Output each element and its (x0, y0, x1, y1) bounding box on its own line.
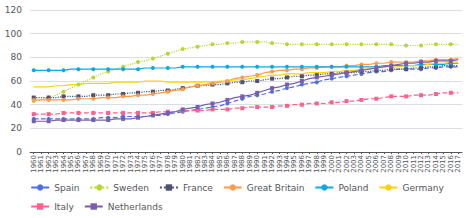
svg-text:2000: 2000 (327, 155, 336, 173)
svg-text:2003: 2003 (350, 155, 358, 173)
svg-text:1962: 1962 (44, 155, 53, 173)
svg-text:1996: 1996 (297, 155, 306, 173)
svg-text:2004: 2004 (357, 155, 366, 173)
svg-text:1999: 1999 (320, 155, 329, 173)
svg-text:Sweden: Sweden (113, 183, 149, 193)
svg-text:Poland: Poland (338, 183, 368, 193)
svg-text:1966: 1966 (74, 155, 83, 173)
svg-text:1968: 1968 (89, 155, 98, 173)
svg-text:1983: 1983 (201, 155, 209, 173)
svg-text:2012: 2012 (417, 155, 425, 173)
svg-text:2007: 2007 (379, 155, 388, 173)
svg-text:2014: 2014 (431, 155, 440, 173)
svg-text:2008: 2008 (387, 155, 396, 173)
svg-text:1991: 1991 (260, 155, 269, 173)
svg-text:Germany: Germany (402, 183, 444, 193)
svg-text:1977: 1977 (156, 155, 165, 173)
svg-text:1964: 1964 (59, 155, 68, 173)
svg-text:1961: 1961 (37, 155, 46, 173)
svg-text:1990: 1990 (253, 155, 262, 173)
svg-text:1994: 1994 (283, 155, 291, 173)
svg-text:1989: 1989 (245, 155, 254, 173)
svg-text:1993: 1993 (275, 155, 284, 173)
svg-text:1970: 1970 (104, 155, 113, 173)
svg-text:Spain: Spain (54, 183, 79, 193)
svg-text:2011: 2011 (409, 155, 418, 173)
svg-text:1963: 1963 (52, 155, 61, 173)
svg-text:Great Britain: Great Britain (247, 183, 305, 193)
svg-text:1981: 1981 (186, 155, 195, 173)
svg-text:1987: 1987 (230, 155, 239, 173)
svg-text:1979: 1979 (171, 155, 180, 173)
svg-text:1997: 1997 (305, 155, 314, 173)
svg-text:2009: 2009 (394, 155, 403, 173)
svg-text:40: 40 (11, 100, 23, 110)
svg-text:100: 100 (5, 29, 22, 39)
svg-text:1992: 1992 (268, 155, 277, 173)
svg-text:2006: 2006 (372, 155, 381, 173)
svg-text:1971: 1971 (111, 155, 120, 173)
svg-text:1976: 1976 (148, 155, 157, 173)
svg-text:2016: 2016 (446, 155, 455, 173)
svg-text:0: 0 (16, 147, 22, 157)
svg-text:1988: 1988 (238, 155, 247, 173)
svg-text:1982: 1982 (193, 155, 202, 173)
svg-text:2001: 2001 (335, 155, 344, 173)
svg-text:1973: 1973 (126, 155, 135, 173)
svg-text:2002: 2002 (342, 155, 351, 173)
svg-text:1974: 1974 (134, 155, 142, 173)
svg-text:1995: 1995 (290, 155, 299, 173)
svg-text:2005: 2005 (364, 155, 373, 173)
svg-text:2017: 2017 (454, 155, 462, 173)
svg-text:Italy: Italy (54, 202, 74, 212)
svg-text:120: 120 (5, 5, 22, 15)
svg-text:1972: 1972 (119, 155, 128, 173)
svg-text:France: France (183, 183, 213, 193)
svg-text:20: 20 (11, 123, 23, 133)
svg-text:2013: 2013 (424, 155, 433, 173)
svg-text:1965: 1965 (67, 155, 75, 173)
svg-text:1960: 1960 (29, 155, 38, 173)
svg-text:80: 80 (11, 52, 23, 62)
svg-text:1980: 1980 (178, 155, 187, 173)
svg-text:1984: 1984 (208, 155, 217, 173)
svg-text:60: 60 (11, 76, 23, 86)
svg-text:1998: 1998 (312, 155, 321, 173)
svg-text:1985: 1985 (215, 155, 224, 173)
svg-text:1969: 1969 (96, 155, 105, 173)
svg-text:2015: 2015 (439, 155, 448, 173)
svg-text:1975: 1975 (141, 155, 150, 173)
svg-text:Netherlands: Netherlands (108, 202, 163, 212)
svg-text:1986: 1986 (223, 155, 232, 173)
svg-text:1978: 1978 (163, 155, 172, 173)
svg-text:2010: 2010 (402, 155, 411, 173)
svg-text:1967: 1967 (81, 155, 90, 173)
